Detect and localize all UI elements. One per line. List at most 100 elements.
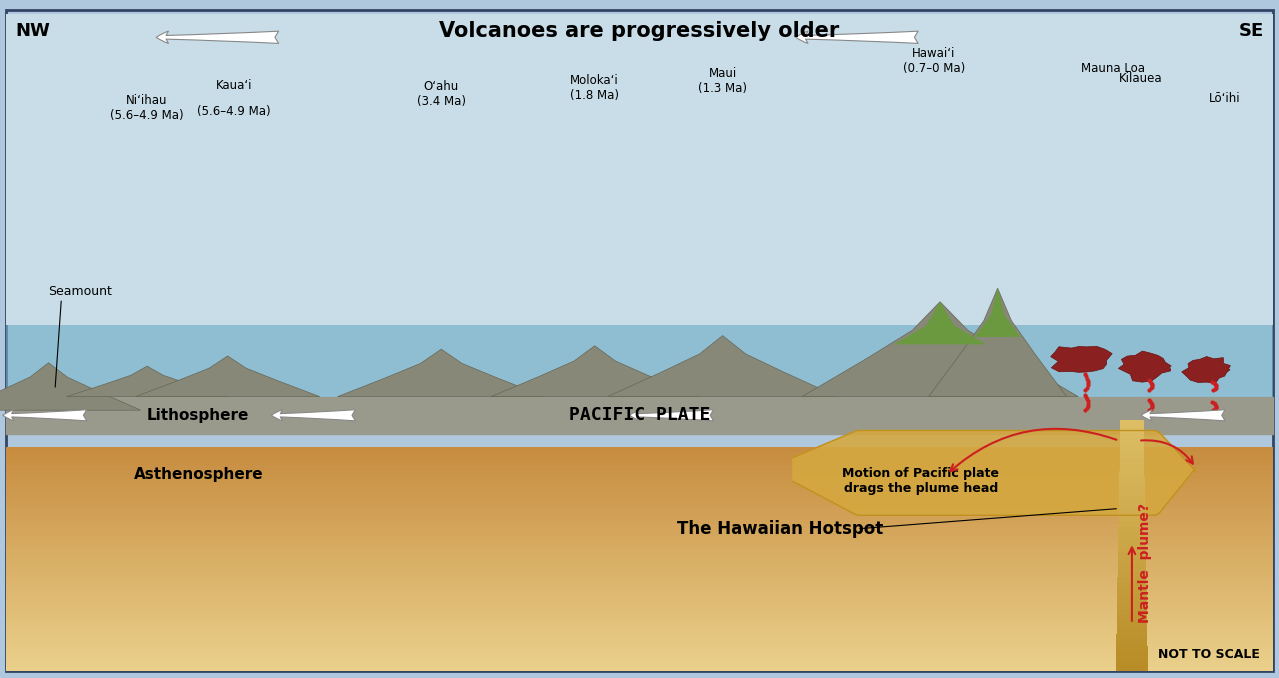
Bar — [1120, 426, 1143, 433]
Bar — [6, 492, 1273, 497]
Bar — [1119, 496, 1145, 502]
Bar — [6, 479, 1273, 483]
Bar — [1118, 571, 1146, 577]
Bar — [6, 532, 1273, 537]
Bar — [6, 577, 1273, 582]
Bar — [1117, 615, 1147, 621]
Bar — [6, 644, 1273, 649]
Bar — [6, 546, 1273, 551]
Bar — [1118, 559, 1146, 565]
Bar — [6, 649, 1273, 654]
Bar — [6, 582, 1273, 586]
Bar — [1119, 508, 1145, 515]
Polygon shape — [608, 336, 838, 397]
Polygon shape — [0, 363, 141, 410]
Bar — [6, 599, 1273, 604]
Bar — [1117, 652, 1147, 659]
Polygon shape — [1118, 351, 1172, 382]
Bar — [1117, 627, 1147, 633]
Text: Motion of Pacific plate
drags the plume head: Motion of Pacific plate drags the plume … — [843, 467, 999, 496]
Text: Kauaʻi: Kauaʻi — [216, 79, 252, 92]
Bar — [1117, 596, 1147, 602]
Bar — [1117, 621, 1147, 627]
Bar — [1117, 609, 1147, 615]
Bar — [6, 461, 1273, 465]
Bar — [1118, 565, 1146, 571]
Bar — [6, 568, 1273, 573]
Bar — [1120, 433, 1143, 439]
FancyBboxPatch shape — [6, 10, 1273, 671]
Bar — [6, 497, 1273, 501]
Text: Molokaʻi
(1.8 Ma): Molokaʻi (1.8 Ma) — [570, 74, 619, 102]
Bar — [1120, 445, 1143, 452]
Text: NW: NW — [15, 22, 50, 39]
Bar — [6, 573, 1273, 577]
Bar — [6, 559, 1273, 564]
Bar — [6, 613, 1273, 618]
Bar — [6, 528, 1273, 532]
Text: SE: SE — [1238, 22, 1264, 39]
Text: Seamount: Seamount — [49, 285, 113, 298]
Bar — [6, 622, 1273, 626]
Bar — [1119, 483, 1145, 490]
Text: Oʻahu
(3.4 Ma): Oʻahu (3.4 Ma) — [417, 81, 466, 108]
Polygon shape — [929, 288, 1067, 397]
Polygon shape — [136, 356, 320, 397]
Polygon shape — [491, 346, 698, 397]
Bar — [6, 523, 1273, 528]
Bar — [6, 551, 1273, 555]
Text: (5.6–4.9 Ma): (5.6–4.9 Ma) — [197, 105, 271, 118]
Bar — [6, 325, 1273, 397]
Polygon shape — [802, 302, 1078, 397]
Bar — [6, 510, 1273, 515]
Polygon shape — [894, 302, 986, 344]
Bar — [1117, 640, 1147, 646]
Text: PACIFIC PLATE: PACIFIC PLATE — [569, 406, 710, 424]
Bar — [6, 591, 1273, 595]
Text: The Hawaiian Hotspot: The Hawaiian Hotspot — [677, 520, 884, 538]
Bar — [1117, 633, 1147, 640]
Bar — [1118, 546, 1146, 552]
Bar — [6, 14, 1273, 325]
Bar — [6, 586, 1273, 591]
Polygon shape — [793, 431, 1196, 515]
Bar — [1119, 464, 1145, 471]
Bar — [6, 475, 1273, 479]
Polygon shape — [67, 366, 228, 397]
Bar — [1119, 521, 1145, 527]
Text: Hawaiʻi
(0.7–0 Ma): Hawaiʻi (0.7–0 Ma) — [903, 47, 964, 75]
Bar — [6, 487, 1273, 492]
Bar — [1118, 533, 1146, 540]
Bar — [6, 631, 1273, 635]
Text: Asthenosphere: Asthenosphere — [133, 467, 263, 482]
Bar — [6, 483, 1273, 487]
Bar — [6, 626, 1273, 631]
Bar — [6, 635, 1273, 640]
Text: Mantle  plume?: Mantle plume? — [1138, 503, 1151, 622]
Bar — [6, 542, 1273, 546]
Bar — [1119, 452, 1145, 458]
Bar — [1119, 490, 1145, 496]
Polygon shape — [1182, 357, 1230, 383]
Text: Lōʻihi: Lōʻihi — [1209, 92, 1241, 105]
Polygon shape — [338, 349, 545, 397]
Bar — [6, 564, 1273, 568]
Bar — [6, 609, 1273, 613]
Bar — [6, 640, 1273, 644]
Bar — [6, 501, 1273, 506]
Bar — [1119, 477, 1145, 483]
Bar — [1119, 515, 1145, 521]
Bar — [1119, 471, 1145, 477]
Bar — [6, 658, 1273, 662]
Bar — [1118, 577, 1146, 583]
Bar — [6, 555, 1273, 559]
Bar — [1115, 665, 1147, 671]
Bar — [1118, 540, 1146, 546]
Bar — [6, 447, 1273, 452]
Bar — [6, 662, 1273, 666]
Bar — [6, 465, 1273, 470]
Text: NOT TO SCALE: NOT TO SCALE — [1157, 648, 1260, 661]
Bar — [6, 452, 1273, 456]
Polygon shape — [975, 288, 1021, 337]
Bar — [1117, 659, 1147, 665]
